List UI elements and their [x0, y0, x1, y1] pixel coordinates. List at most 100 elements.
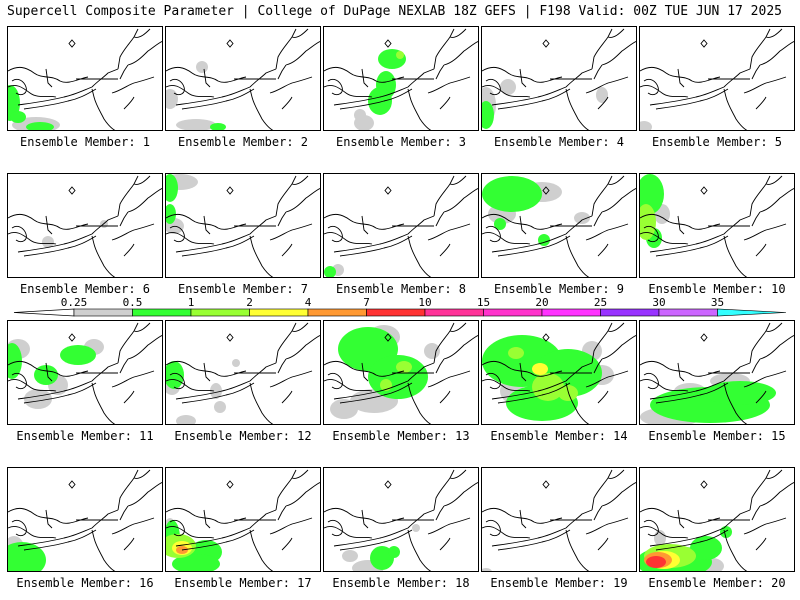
state-boundary-line — [497, 235, 571, 257]
state-boundary-line — [597, 537, 609, 551]
station-diamond-icon — [226, 186, 234, 195]
ensemble-member-label: Ensemble Member: 15 — [648, 429, 786, 443]
state-boundary-line — [482, 84, 531, 98]
state-boundary-line — [519, 362, 527, 382]
state-boundary-line — [45, 362, 53, 382]
scp-contour-fill — [166, 89, 178, 109]
scp-contour-map — [324, 175, 478, 277]
state-boundary-line — [591, 469, 613, 511]
state-boundary-line — [249, 215, 277, 235]
state-boundary-line — [565, 235, 590, 277]
state-boundary-line — [607, 469, 625, 479]
state-boundary-line — [749, 322, 771, 364]
state-boundary-line — [407, 529, 432, 571]
scp-contour-fill — [640, 174, 664, 214]
colorbar-tick-label: 15 — [477, 296, 490, 309]
state-boundary-line — [755, 243, 767, 257]
ensemble-member-map — [481, 467, 637, 572]
scp-contour-fill — [704, 381, 776, 405]
state-boundary-line — [427, 223, 471, 241]
state-boundary-line — [45, 215, 53, 235]
scp-contour-fill — [508, 347, 524, 359]
scp-contour-map — [482, 28, 636, 130]
station-diamond-icon — [700, 333, 708, 342]
state-boundary-line — [585, 76, 629, 94]
state-boundary-line — [249, 382, 274, 424]
state-boundary-line — [361, 509, 369, 529]
state-boundary-line — [203, 362, 211, 382]
state-boundary-line — [593, 211, 603, 227]
state-boundary-line — [133, 469, 151, 479]
scp-contour-fill — [176, 415, 196, 424]
ensemble-member-label: Ensemble Member: 14 — [490, 429, 628, 443]
state-boundary-line — [269, 76, 313, 94]
state-boundary-line — [133, 322, 151, 332]
ensemble-member-label: Ensemble Member: 20 — [648, 576, 786, 590]
state-boundary-line — [181, 88, 255, 110]
state-boundary-line — [601, 481, 636, 507]
state-boundary-line — [640, 525, 689, 539]
state-boundary-line — [655, 88, 729, 110]
state-boundary-line — [749, 175, 771, 217]
state-boundary-line — [275, 322, 297, 364]
state-boundary-line — [723, 362, 751, 382]
station-diamond-icon — [68, 186, 76, 195]
state-boundary-line — [11, 225, 27, 243]
scp-contour-map — [166, 28, 320, 130]
ensemble-member-label: Ensemble Member: 19 — [490, 576, 628, 590]
state-boundary-line — [119, 358, 129, 374]
colorbar-segment — [249, 308, 309, 317]
ensemble-member-label: Ensemble Member: 17 — [174, 576, 312, 590]
state-boundary-line — [439, 96, 451, 110]
state-boundary-line — [281, 537, 293, 551]
station-diamond-icon — [226, 333, 234, 342]
ensemble-member-map — [7, 467, 163, 572]
scp-contour-fill — [342, 550, 358, 562]
state-boundary-line — [565, 509, 593, 529]
state-boundary-line — [751, 505, 761, 521]
state-boundary-line — [749, 28, 771, 70]
state-boundary-line — [281, 390, 293, 404]
ensemble-member-label: Ensemble Member: 11 — [16, 429, 154, 443]
state-boundary-line — [449, 322, 467, 332]
station-diamond-icon — [700, 186, 708, 195]
state-boundary-line — [759, 40, 794, 66]
scp-contour-fill — [196, 61, 208, 73]
state-boundary-line — [677, 215, 685, 235]
state-boundary-line — [565, 362, 593, 382]
state-boundary-line — [519, 509, 527, 529]
colorbar-segment — [73, 308, 133, 317]
state-boundary-line — [324, 525, 373, 539]
state-boundary-line — [607, 322, 625, 332]
scp-contour-fill — [396, 51, 404, 59]
scp-contour-fill — [368, 87, 392, 115]
state-boundary-line — [17, 233, 93, 253]
state-boundary-line — [565, 529, 590, 571]
state-boundary-line — [327, 519, 343, 537]
scp-contour-map — [640, 469, 794, 571]
colorbar-segment — [541, 308, 601, 317]
ensemble-member-map — [639, 26, 795, 131]
scp-contour-fill — [214, 401, 226, 413]
scp-contour-map — [8, 322, 162, 424]
ensemble-member-map — [7, 26, 163, 131]
state-boundary-line — [433, 28, 455, 70]
ensemble-member-label: Ensemble Member: 10 — [648, 282, 786, 296]
state-boundary-line — [565, 88, 590, 130]
state-boundary-line — [601, 40, 636, 66]
state-boundary-line — [433, 322, 455, 364]
state-boundary-line — [249, 362, 277, 382]
state-boundary-line — [339, 529, 413, 551]
state-boundary-line — [591, 28, 613, 70]
ensemble-member-label: Ensemble Member: 16 — [16, 576, 154, 590]
scp-contour-fill — [60, 345, 96, 365]
ensemble-member-label: Ensemble Member: 7 — [177, 282, 309, 296]
state-boundary-line — [482, 378, 531, 392]
station-diamond-icon — [226, 39, 234, 48]
scp-contour-fill — [640, 121, 652, 130]
scp-contour-fill — [166, 361, 184, 389]
scp-contour-fill — [690, 536, 722, 560]
scp-contour-map — [640, 28, 794, 130]
state-boundary-line — [339, 235, 413, 257]
state-boundary-line — [91, 68, 119, 88]
